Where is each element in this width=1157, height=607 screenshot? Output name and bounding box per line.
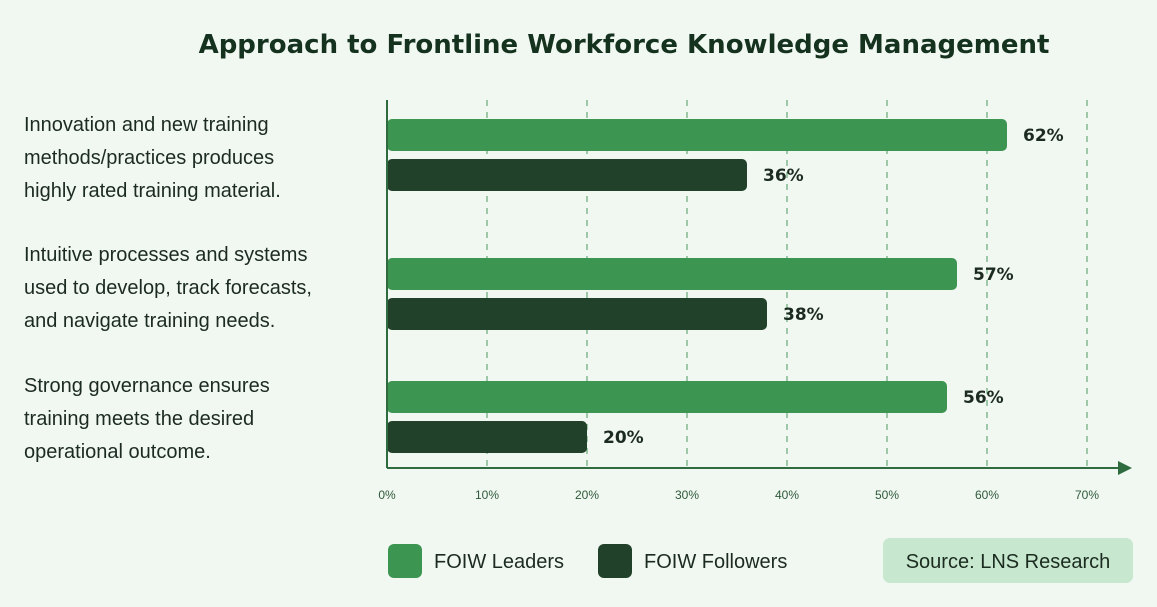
data-label: 57%	[973, 265, 1014, 285]
axes	[386, 100, 1132, 475]
x-tick-label: 20%	[575, 488, 599, 502]
category-label: Intuitive processes and systems used to d…	[24, 244, 312, 332]
bars: 62% 36% 57% 38% 56% 20%	[387, 119, 1064, 453]
data-label: 36%	[763, 166, 804, 186]
x-tick-label: 60%	[975, 488, 999, 502]
legend-label: FOIW Leaders	[434, 551, 564, 573]
bar-followers	[387, 298, 767, 330]
data-label: 62%	[1023, 126, 1064, 146]
bar-followers	[387, 421, 587, 453]
x-tick-label: 10%	[475, 488, 499, 502]
x-axis-arrow-icon	[1118, 461, 1132, 475]
x-tick-label: 70%	[1075, 488, 1099, 502]
x-tick-label: 40%	[775, 488, 799, 502]
source-text: Source: LNS Research	[906, 551, 1111, 573]
data-label: 38%	[783, 305, 824, 325]
bar-leaders	[387, 381, 947, 413]
source-box	[883, 538, 1133, 583]
legend-swatch	[388, 544, 422, 578]
category-labels: Innovation and new training methods/pract…	[24, 114, 312, 463]
x-tick-label: 50%	[875, 488, 899, 502]
chart-title: Approach to Frontline Workforce Knowledg…	[199, 30, 1050, 60]
data-label: 20%	[603, 428, 644, 448]
source-badge: Source: LNS Research	[883, 538, 1133, 583]
legend-label: FOIW Followers	[644, 551, 787, 573]
x-tick-label: 0%	[378, 488, 396, 502]
category-label: Innovation and new training methods/pract…	[24, 114, 281, 202]
bar-followers	[387, 159, 747, 191]
bar-leaders	[387, 119, 1007, 151]
category-label: Strong governance ensures training meets …	[24, 375, 270, 463]
legend-swatch	[598, 544, 632, 578]
bar-leaders	[387, 258, 957, 290]
legend: FOIW Leaders FOIW Followers	[388, 544, 787, 578]
x-tick-label: 30%	[675, 488, 699, 502]
data-label: 56%	[963, 388, 1004, 408]
